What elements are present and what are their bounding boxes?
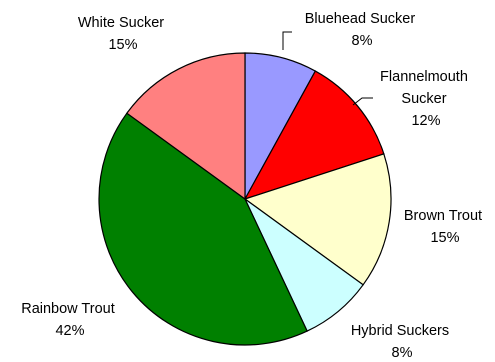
label-flannelmouth-sucker: Flannelmouth Sucker 12% bbox=[380, 69, 472, 129]
label-rainbow-trout: Rainbow Trout 42% bbox=[21, 301, 119, 339]
label-white-sucker: White Sucker 15% bbox=[78, 15, 168, 53]
pie-slice-white-sucker bbox=[126, 52, 246, 201]
leader-lines bbox=[282, 31, 373, 106]
label-brown-trout: Brown Trout 15% bbox=[404, 208, 486, 246]
leader-flannelmouth bbox=[352, 97, 373, 106]
slice-labels: Bluehead Sucker 8% Flannelmouth Sucker 1… bbox=[21, 11, 486, 361]
pie-slices bbox=[98, 52, 392, 346]
pie-slice-flannelmouth-sucker bbox=[243, 70, 385, 201]
label-bluehead-sucker: Bluehead Sucker 8% bbox=[305, 11, 419, 49]
pie-slice-rainbow-trout bbox=[98, 112, 308, 346]
label-hybrid-suckers: Hybrid Suckers 8% bbox=[351, 323, 453, 361]
pie-slice-brown-trout bbox=[243, 153, 392, 286]
leader-bluehead bbox=[282, 31, 292, 50]
